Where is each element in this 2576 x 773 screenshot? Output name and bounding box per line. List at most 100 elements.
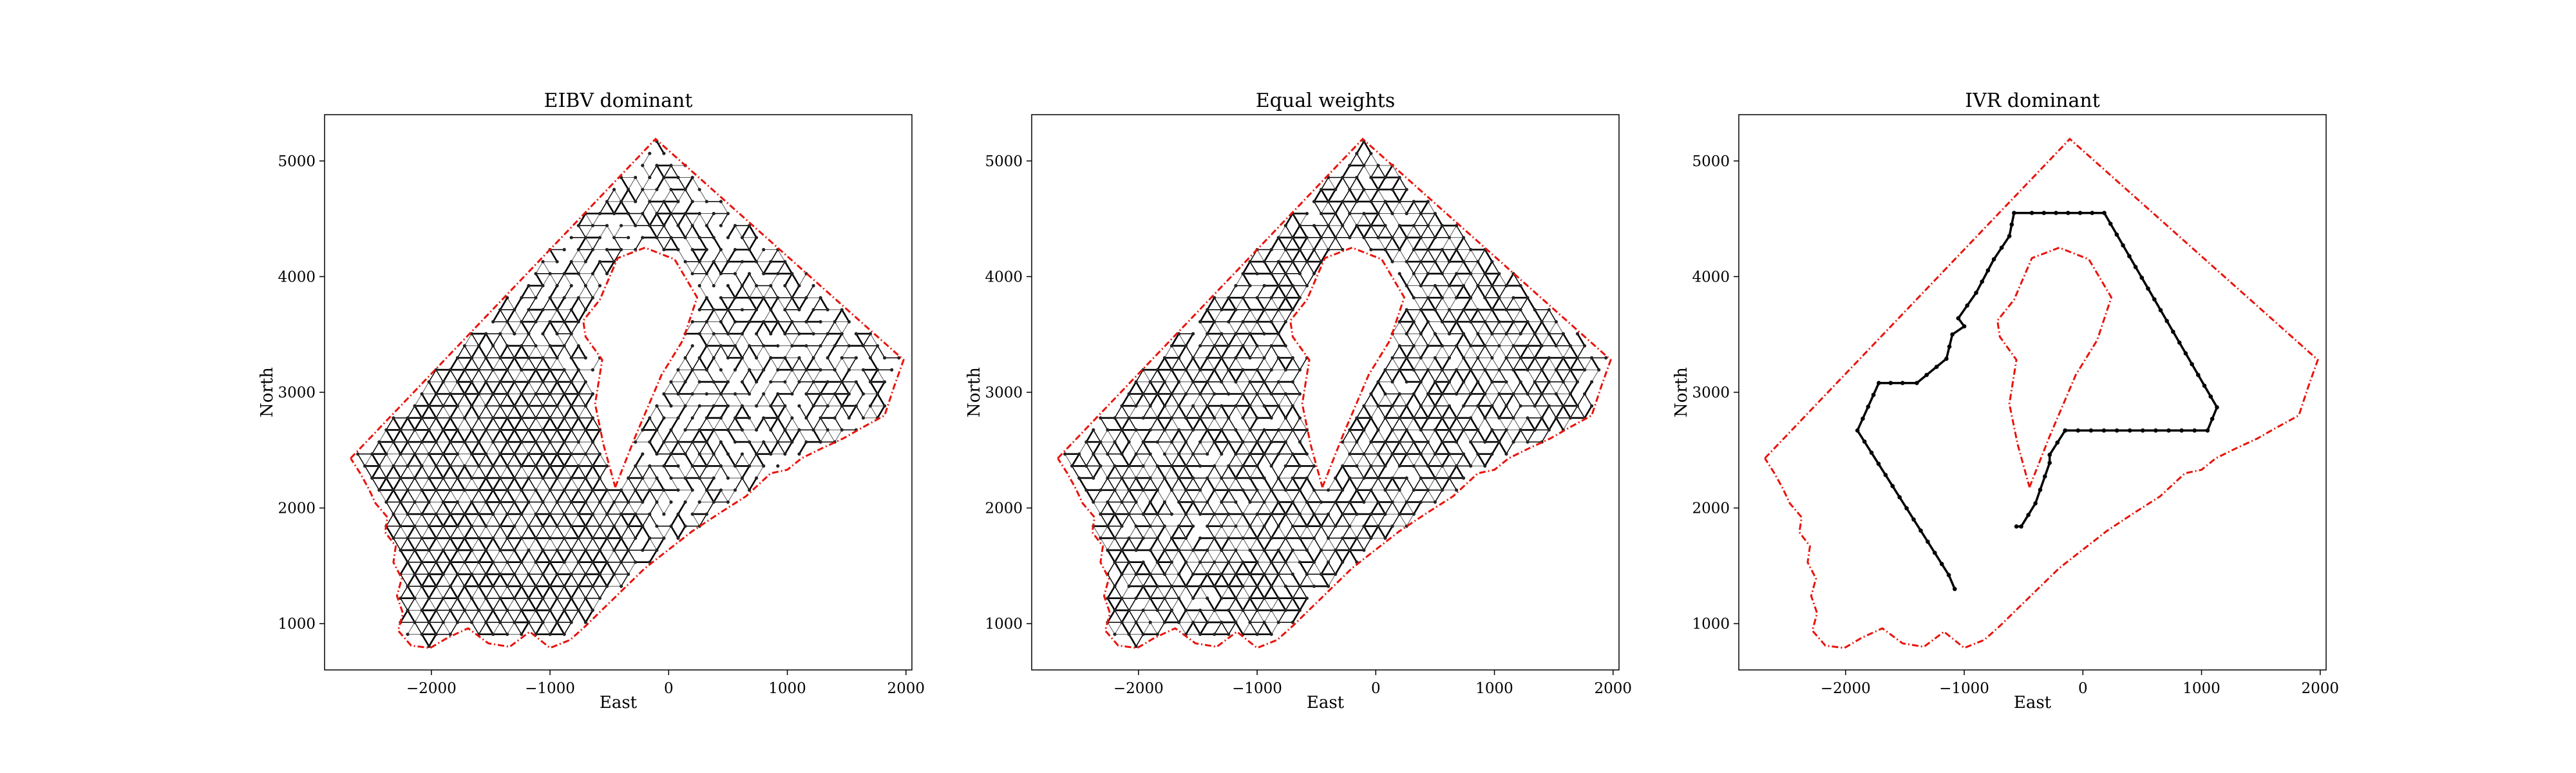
survey-edge — [1470, 417, 1479, 431]
survey-edge — [435, 369, 444, 383]
survey-edge — [542, 297, 551, 310]
survey-node — [513, 596, 516, 600]
survey-edge — [1192, 417, 1201, 431]
survey-node — [427, 644, 431, 649]
survey-edge — [513, 453, 523, 467]
survey-edge — [1171, 537, 1180, 551]
survey-edge — [1270, 285, 1280, 299]
survey-edge — [791, 429, 800, 443]
survey-node — [690, 272, 694, 276]
survey-edge — [499, 368, 509, 383]
survey-node — [1113, 512, 1117, 516]
survey-edge — [570, 393, 580, 407]
survey-node — [755, 452, 759, 456]
survey-edge — [1264, 429, 1272, 443]
survey-node — [690, 200, 694, 204]
survey-edge — [699, 285, 707, 298]
survey-edge — [1370, 453, 1379, 466]
survey-edge — [1420, 477, 1429, 491]
survey-node — [1084, 464, 1088, 468]
survey-edge — [1341, 225, 1350, 238]
survey-edge — [698, 249, 708, 263]
survey-edge — [691, 249, 701, 263]
survey-edge — [1449, 237, 1457, 250]
survey-edge — [506, 321, 516, 335]
survey-edge — [485, 597, 494, 611]
survey-edge — [1321, 201, 1329, 214]
survey-edge — [1327, 237, 1336, 251]
survey-edge — [492, 561, 501, 575]
survey-edge — [784, 321, 793, 335]
survey-node — [669, 164, 673, 167]
survey-edge — [649, 549, 658, 564]
survey-edge — [1477, 309, 1486, 323]
survey-edge — [549, 501, 558, 515]
survey-edge — [698, 332, 708, 347]
survey-node — [1241, 440, 1245, 444]
survey-node — [1455, 464, 1459, 468]
survey-edge — [1206, 309, 1215, 323]
survey-edge — [1178, 561, 1187, 575]
survey-node — [469, 452, 474, 456]
survey-edge — [1492, 321, 1500, 334]
survey-edge — [371, 465, 381, 479]
survey-node — [462, 416, 467, 420]
survey-node — [548, 608, 552, 613]
survey-edge — [784, 285, 793, 298]
survey-node — [591, 416, 595, 420]
survey-edge — [514, 381, 522, 395]
survey-node — [1348, 476, 1352, 480]
survey-edge — [1157, 525, 1166, 539]
survey-edge — [421, 465, 430, 479]
survey-node — [1355, 416, 1359, 420]
survey-edge — [677, 224, 687, 239]
survey-node — [641, 524, 645, 528]
survey-edge — [784, 309, 793, 323]
survey-edge — [478, 369, 487, 383]
survey-edge — [1427, 285, 1435, 298]
survey-edge — [1498, 441, 1508, 455]
survey-edge — [1512, 429, 1522, 443]
survey-node — [1526, 416, 1530, 420]
survey-edge — [1591, 357, 1600, 371]
survey-edge — [1392, 513, 1400, 527]
survey-node — [1241, 536, 1245, 540]
survey-node — [1198, 488, 1202, 492]
survey-node — [1554, 416, 1558, 420]
survey-edge — [564, 622, 572, 635]
survey-edge — [1555, 333, 1564, 347]
survey-edge — [542, 345, 551, 358]
survey-node — [683, 211, 687, 216]
survey-edge — [1192, 537, 1201, 551]
survey-edge — [1477, 405, 1486, 419]
survey-edge — [1405, 200, 1415, 215]
survey-edge — [1385, 490, 1393, 503]
survey-edge — [485, 501, 494, 515]
survey-edge — [549, 513, 558, 528]
survey-edge — [527, 585, 537, 600]
survey-edge — [365, 453, 373, 466]
survey-node — [1575, 404, 1580, 408]
survey-node — [1206, 620, 1209, 624]
survey-edge — [1349, 477, 1358, 491]
survey-edge — [869, 357, 878, 371]
survey-edge — [1370, 477, 1379, 491]
survey-edge — [514, 622, 522, 635]
survey-node — [669, 476, 673, 480]
survey-edge — [1270, 236, 1280, 251]
survey-node — [520, 416, 524, 420]
survey-edge — [1455, 417, 1464, 431]
survey-edge — [1306, 453, 1314, 466]
survey-node — [1134, 596, 1138, 600]
survey-node — [1262, 620, 1266, 624]
survey-edge — [770, 321, 779, 335]
survey-edge — [1221, 333, 1229, 347]
survey-edge — [784, 357, 793, 371]
survey-edge — [435, 561, 444, 575]
survey-node — [513, 356, 516, 360]
survey-node — [783, 260, 787, 263]
survey-edge — [471, 345, 480, 359]
survey-edge — [499, 453, 509, 467]
survey-edge — [1399, 441, 1407, 455]
survey-node — [498, 404, 502, 408]
